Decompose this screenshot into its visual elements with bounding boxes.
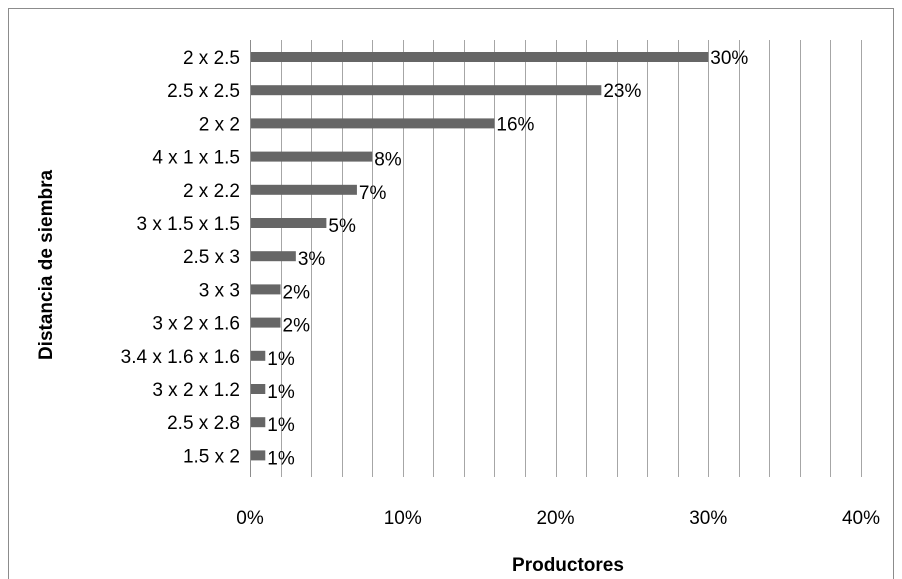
- category-label: 4 x 1 x 1.5: [152, 148, 240, 169]
- category-labels: 2 x 2.5 2.5 x 2.5 2 x 2 4 x 1 x 1.5 2 x 2.2 3…: [121, 48, 240, 467]
- bar: [251, 251, 296, 262]
- category-label: 2.5 x 3: [183, 247, 240, 268]
- bar: [251, 284, 281, 295]
- category-label: 3 x 2 x 1.2: [152, 380, 240, 401]
- data-label: 16%: [496, 114, 534, 135]
- data-label: 30%: [710, 48, 748, 69]
- category-label: 2 x 2.2: [183, 181, 240, 202]
- bar: [251, 218, 327, 228]
- y-axis-title: Distancia de siembra: [36, 170, 57, 361]
- data-label: 5%: [328, 216, 356, 237]
- category-label: 2.5 x 2.8: [167, 413, 240, 434]
- data-label: 7%: [359, 183, 387, 204]
- category-label: 2 x 2: [199, 114, 240, 135]
- x-tick-label: 20%: [536, 508, 574, 529]
- data-label: 2%: [283, 282, 311, 303]
- category-label: 3 x 3: [199, 280, 240, 301]
- x-tick-labels: 0% 10% 20% 30% 40%: [236, 508, 880, 529]
- category-label: 2 x 2.5: [183, 48, 240, 69]
- data-labels: 30% 23% 16% 8% 7%5%3% 2% 2% 1% 1% 1% 1%: [267, 48, 748, 469]
- bar: [251, 151, 373, 162]
- data-label: 8%: [374, 150, 402, 171]
- chart-frame: [8, 8, 894, 579]
- data-label: 2%: [283, 316, 311, 337]
- category-label: 1.5 x 2: [183, 446, 240, 467]
- x-tick-label: 0%: [236, 508, 264, 529]
- x-tick-label: 30%: [689, 508, 727, 529]
- data-label: 1%: [267, 382, 295, 403]
- bar: [251, 184, 357, 195]
- x-tick-label: 10%: [384, 508, 422, 529]
- x-tick-label: 40%: [842, 508, 880, 529]
- data-label: 1%: [267, 349, 295, 370]
- bar: [251, 85, 602, 96]
- bar: [251, 350, 266, 361]
- category-label: 3 x 1.5 x 1.5: [136, 214, 240, 235]
- bar: [251, 317, 281, 328]
- bar: [251, 450, 266, 461]
- data-label: 23%: [603, 81, 641, 102]
- bar: [251, 118, 495, 129]
- x-axis-title: Productores: [512, 555, 624, 576]
- bar: [251, 384, 266, 394]
- data-label: 3%: [298, 249, 326, 270]
- category-label: 3.4 x 1.6 x 1.6: [121, 347, 240, 368]
- bar: [251, 52, 709, 62]
- category-label: 2.5 x 2.5: [167, 81, 240, 102]
- category-label: 3 x 2 x 1.6: [152, 314, 240, 335]
- data-label: 1%: [267, 415, 295, 436]
- bar: [251, 417, 266, 428]
- data-label: 1%: [267, 448, 295, 469]
- bars: [251, 52, 709, 461]
- grid-lines: [250, 40, 862, 477]
